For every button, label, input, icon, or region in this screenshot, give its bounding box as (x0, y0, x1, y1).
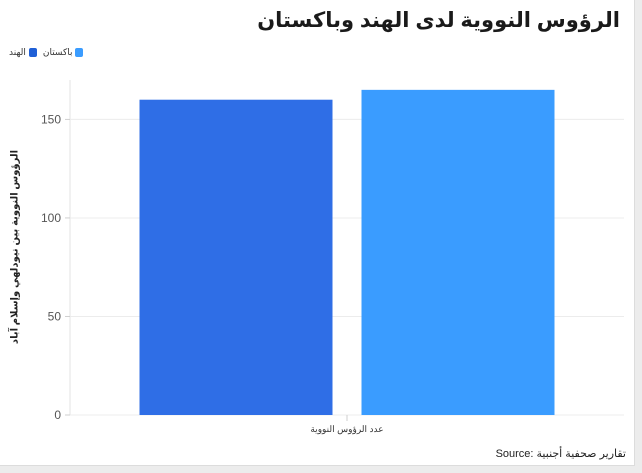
y-tick-label: 150 (41, 112, 61, 126)
bar-india (139, 99, 333, 416)
legend-swatch-india (28, 48, 37, 57)
source-label: Source: تقارير صحفية أجنبية (495, 448, 626, 460)
legend-item-india[interactable]: الهند (9, 47, 37, 58)
chart-card: الرؤوس النووية لدى الهند وباكستان الهند … (0, 0, 635, 466)
y-tick-label: 100 (41, 211, 61, 225)
y-tick-label: 50 (48, 309, 62, 323)
bar-pakistan (361, 89, 555, 416)
legend: الهند باكستان (9, 47, 84, 58)
legend-swatch-pakistan (75, 48, 84, 57)
legend-label-india: الهند (9, 47, 26, 57)
y-axis-title: الرؤوس النووية بين نيودلهي وإسلام آباد (9, 149, 21, 345)
y-tick-label: 0 (54, 408, 61, 422)
bar-chart: 0 50 100 150 عدد الرؤوس النووية (41, 80, 624, 435)
x-tick-label: عدد الرؤوس النووية (310, 424, 383, 435)
legend-item-pakistan[interactable]: باكستان (43, 47, 84, 58)
chart-title: الرؤوس النووية لدى الهند وباكستان (257, 9, 620, 32)
legend-label-pakistan: باكستان (42, 47, 73, 57)
